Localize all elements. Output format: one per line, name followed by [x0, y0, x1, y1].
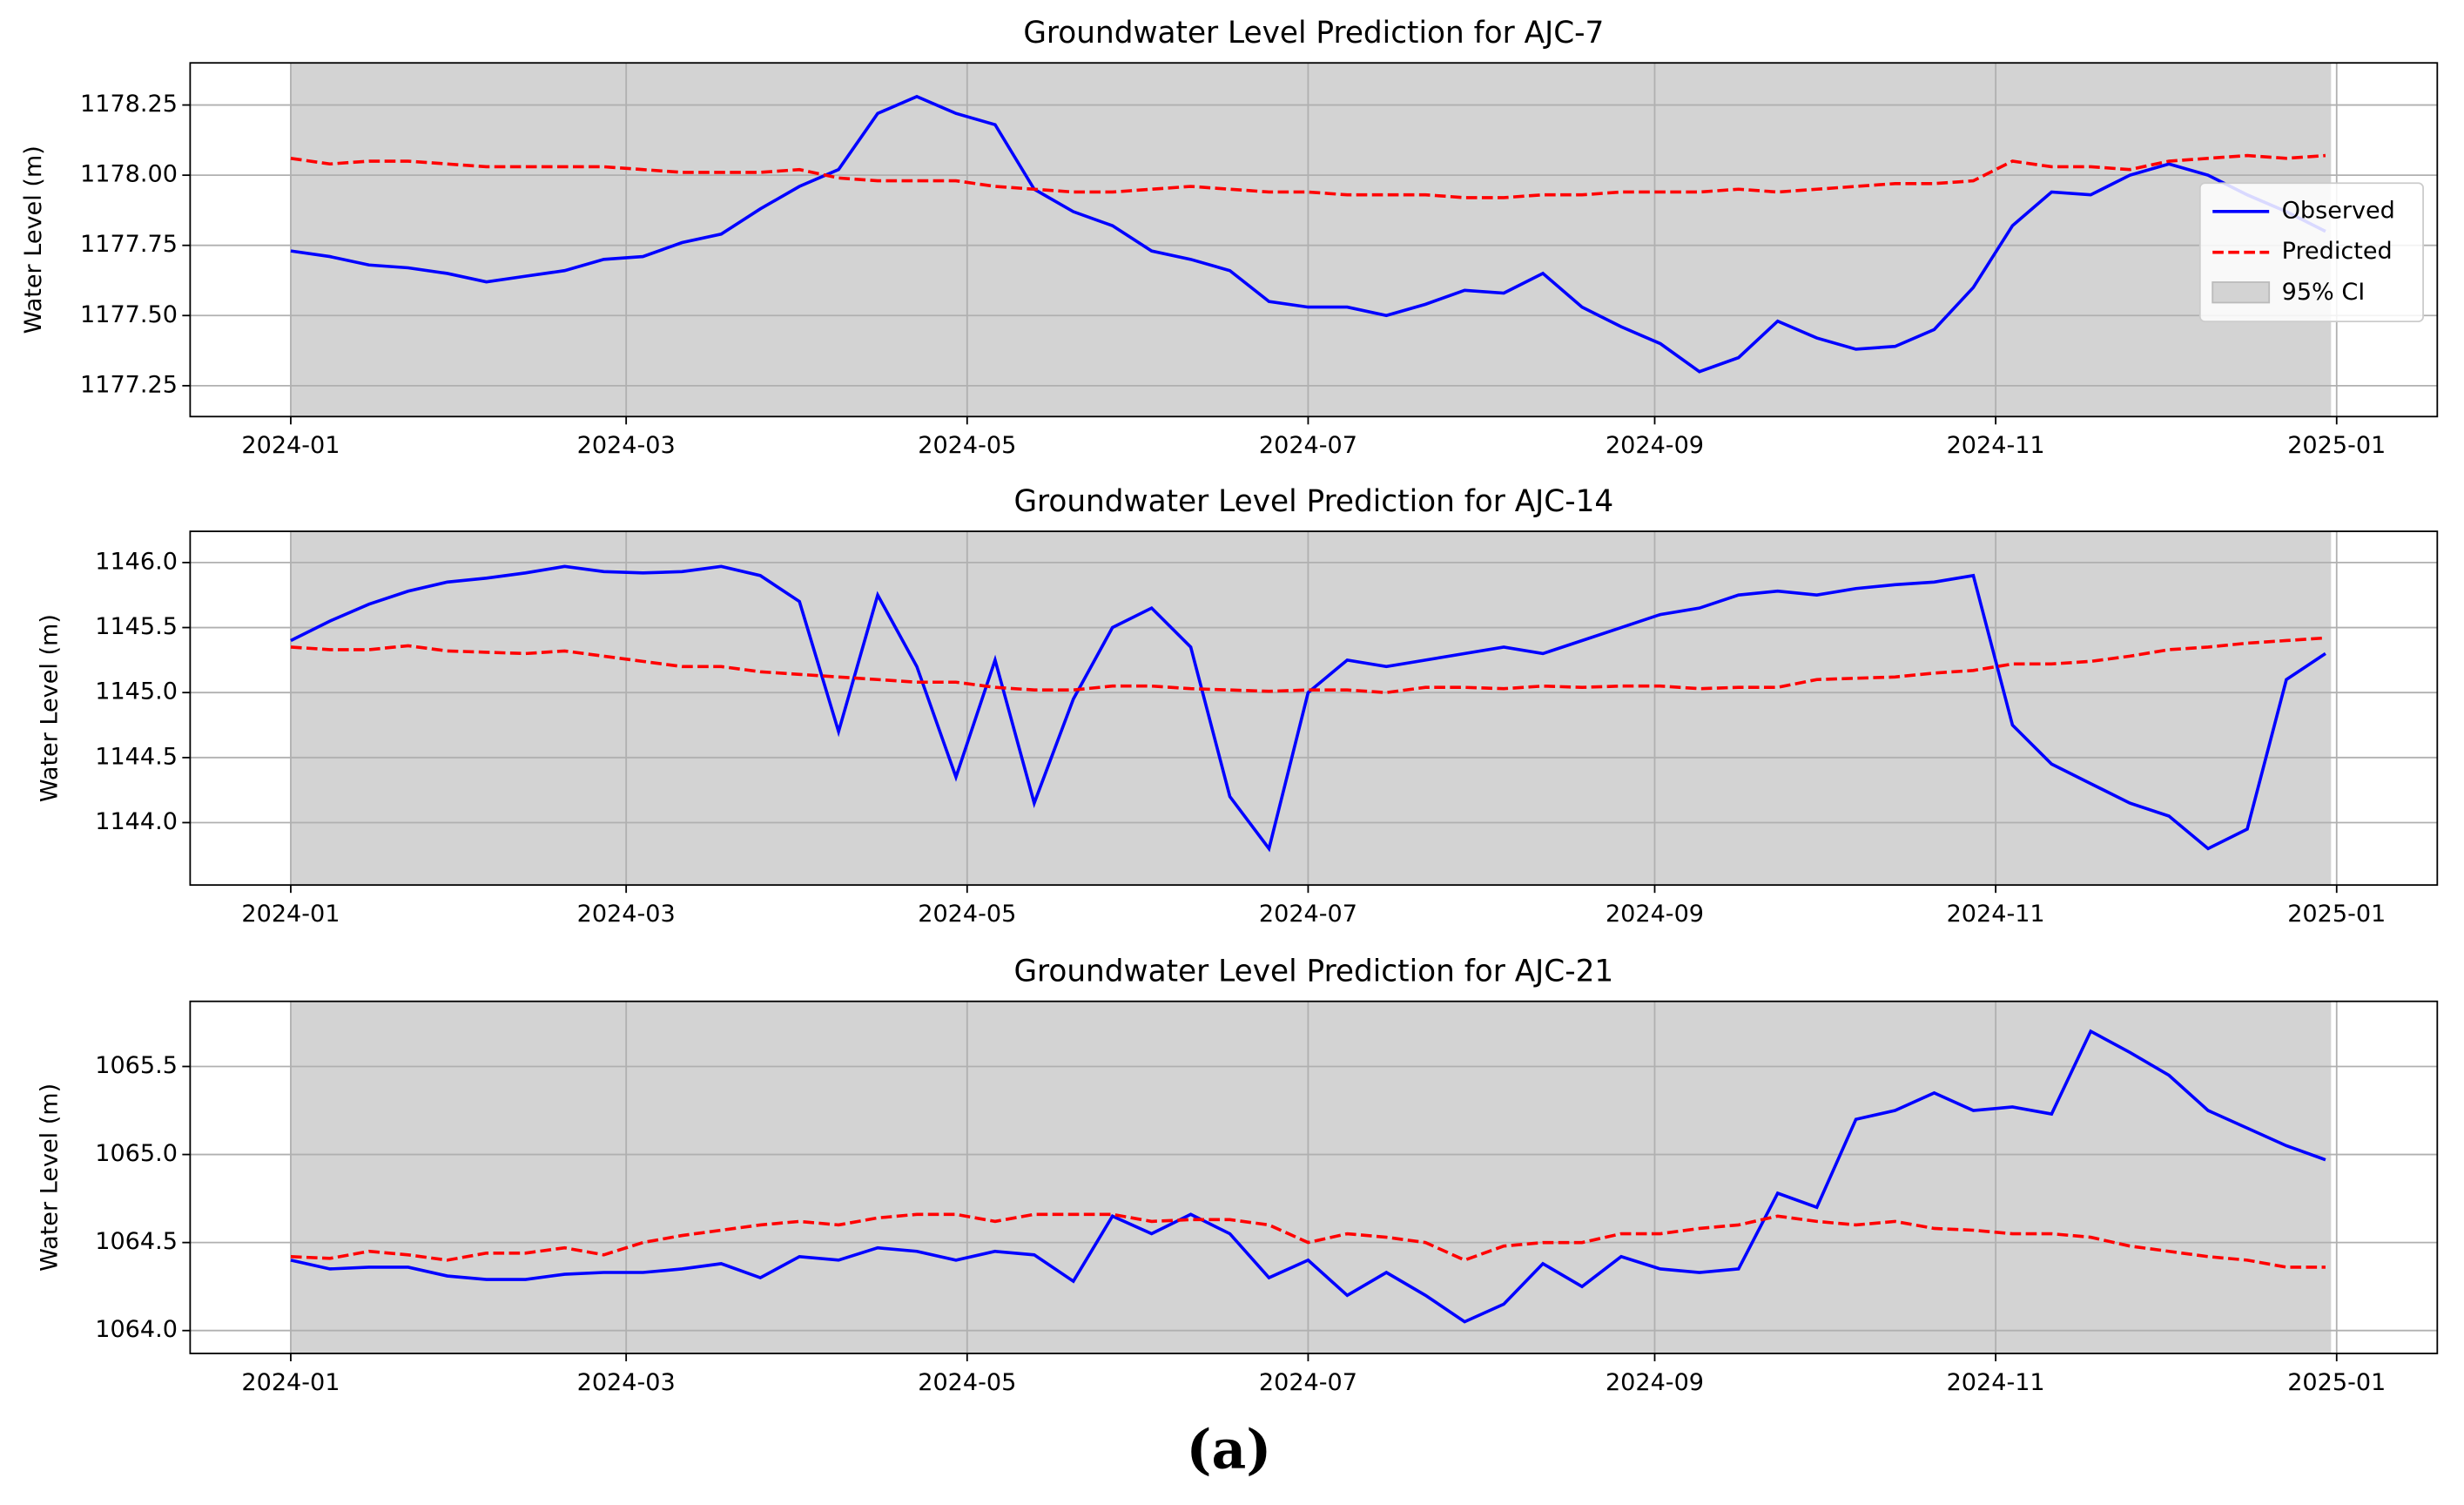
ci-band [290, 63, 2332, 417]
x-tick-label: 2025-01 [2287, 1369, 2386, 1396]
x-tick-label: 2024-07 [1259, 901, 1357, 928]
y-tick-label: 1064.5 [95, 1228, 178, 1255]
x-tick-label: 2024-05 [918, 432, 1016, 459]
x-tick-label: 2024-05 [918, 901, 1016, 928]
y-tick-label: 1145.0 [95, 678, 178, 705]
y-tick-label: 1144.5 [95, 743, 178, 770]
x-tick-label: 2024-01 [241, 901, 340, 928]
y-tick-label: 1145.5 [95, 613, 178, 640]
chart-title: Groundwater Level Prediction for AJC-7 [1023, 16, 1604, 51]
x-tick-label: 2024-09 [1606, 432, 1704, 459]
x-tick-label: 2024-11 [1947, 901, 2045, 928]
chart-title: Groundwater Level Prediction for AJC-14 [1013, 484, 1613, 519]
y-tick-label: 1065.5 [95, 1052, 178, 1079]
legend-label: Predicted [2282, 238, 2393, 265]
series-line [290, 564, 2326, 853]
series-line [290, 94, 2326, 374]
legend-label: 95% CI [2282, 279, 2366, 306]
series-line [290, 153, 2326, 199]
x-tick-label: 2024-09 [1606, 901, 1704, 928]
chart: 2024-01 2024-03 2024-05 2024-07 2024-09 2024-… [20, 16, 2439, 459]
y-axis-label: Water Level (m) [36, 1083, 63, 1272]
x-tick-label: 2024-05 [918, 1369, 1016, 1396]
y-tick-label: 1177.50 [80, 301, 178, 328]
y-tick-label: 1178.25 [80, 91, 178, 118]
x-tick-label: 2024-11 [1947, 432, 2045, 459]
plot-frame [189, 1000, 2439, 1354]
plot-frame [189, 62, 2439, 418]
y-tick-label: 1177.25 [80, 371, 178, 398]
y-tick-label: 1177.75 [80, 231, 178, 258]
ci-band [290, 531, 2332, 886]
x-tick-label: 2025-01 [2287, 901, 2386, 928]
y-axis-label: Water Level (m) [36, 614, 63, 802]
legend-label: Observed [2282, 197, 2395, 224]
chart-title: Groundwater Level Prediction for AJC-21 [1013, 955, 1613, 989]
ci-band [290, 1001, 2332, 1353]
x-tick-label: 2024-09 [1606, 1369, 1704, 1396]
chart: 2024-01 2024-03 2024-05 2024-07 2024-09 2024-… [36, 484, 2439, 928]
y-tick-label: 1144.0 [95, 808, 178, 835]
x-tick-label: 2024-03 [577, 901, 676, 928]
caption: (a) [1186, 1419, 1271, 1481]
x-tick-label: 2024-03 [577, 432, 676, 459]
x-tick-label: 2024-07 [1259, 432, 1357, 459]
x-tick-label: 2024-01 [241, 432, 340, 459]
x-tick-label: 2024-07 [1259, 1369, 1357, 1396]
y-tick-label: 1146.0 [95, 548, 178, 575]
series-line [290, 1029, 2326, 1324]
x-tick-label: 2024-11 [1947, 1369, 2045, 1396]
plot-frame [189, 530, 2439, 887]
chart: 2024-01 2024-03 2024-05 2024-07 2024-09 2024-… [36, 955, 2439, 1396]
x-tick-label: 2024-01 [241, 1369, 340, 1396]
x-tick-label: 2024-03 [577, 1369, 676, 1396]
y-axis-label: Water Level (m) [20, 145, 47, 334]
series-line [290, 636, 2326, 694]
x-tick-label: 2025-01 [2287, 432, 2386, 459]
y-tick-label: 1065.0 [95, 1140, 178, 1167]
y-tick-label: 1178.00 [80, 161, 178, 188]
y-tick-label: 1064.0 [95, 1316, 178, 1343]
series-line [290, 1212, 2326, 1269]
legend-swatch [2212, 281, 2271, 304]
